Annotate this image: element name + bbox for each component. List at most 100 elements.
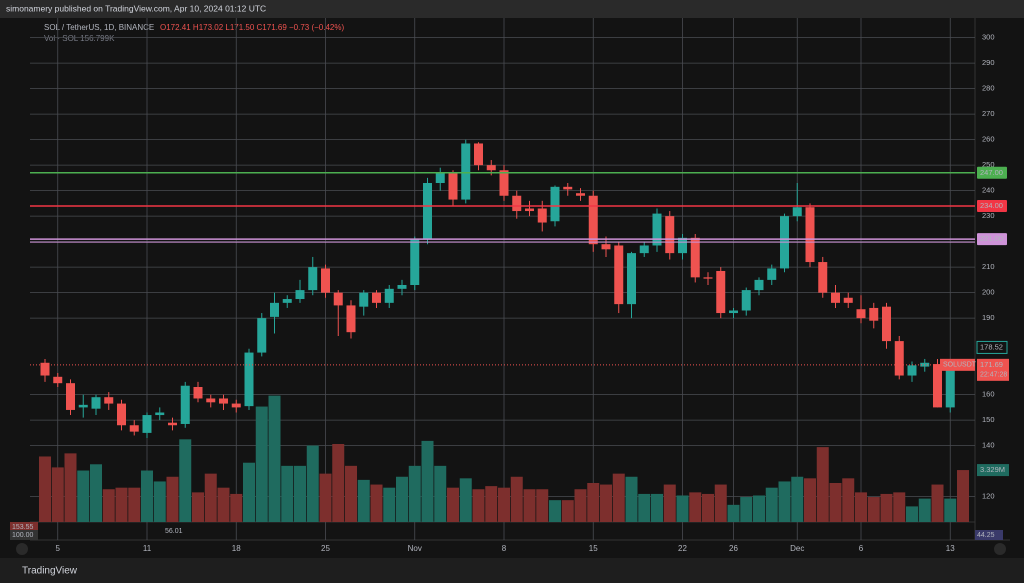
candle-body <box>461 143 471 200</box>
candle-body <box>193 387 203 399</box>
volume-bar <box>319 473 332 522</box>
volume-bar <box>166 476 179 522</box>
volume-bar <box>689 492 702 522</box>
candle-body <box>729 310 738 314</box>
level-label-box <box>977 199 1007 212</box>
symbol-box <box>940 358 975 371</box>
level-label: 247.00 <box>980 168 1003 177</box>
volume-bar <box>702 493 714 522</box>
volume-bar <box>855 492 867 522</box>
volume-bar <box>421 440 434 522</box>
x-tick-label: 6 <box>859 544 864 553</box>
volume-bar <box>268 395 281 522</box>
volume-bar <box>816 447 829 522</box>
candle-body <box>525 208 534 212</box>
volume-bar <box>434 465 447 522</box>
volume-bar <box>918 498 931 522</box>
volume-bar <box>536 489 549 522</box>
candle-body <box>678 237 687 254</box>
volume-bar <box>294 465 306 522</box>
volume-bar <box>408 465 421 522</box>
y-tick-label: 190 <box>982 313 995 322</box>
volume-bar <box>651 493 663 522</box>
x-tick-label: 22 <box>678 544 687 553</box>
candle-body <box>665 216 675 254</box>
volume-label-box <box>977 464 1009 477</box>
indicator-label-box <box>10 522 38 532</box>
candle-body <box>767 268 777 280</box>
marker-label: 178.52 <box>980 342 1003 351</box>
zoom-button[interactable] <box>16 543 28 555</box>
volume-bar <box>102 489 115 522</box>
candle-body <box>486 165 496 171</box>
volume-bar <box>281 465 294 522</box>
candle-body <box>104 397 114 404</box>
volume-bar <box>612 473 625 522</box>
brand: TradingView <box>22 566 78 577</box>
candle-body <box>423 183 432 240</box>
candle-body <box>372 292 381 303</box>
candle-body <box>627 253 636 305</box>
candle-body <box>155 412 165 416</box>
candle-body <box>537 208 547 223</box>
candle-body <box>601 244 611 250</box>
y-tick-label: 150 <box>982 415 995 424</box>
candle-body <box>359 292 369 307</box>
y-tick-label: 270 <box>982 109 995 118</box>
candle-body <box>563 186 573 190</box>
candle-body <box>384 288 394 303</box>
volume-bar <box>549 500 561 522</box>
last-price-box <box>977 358 1009 381</box>
candle-body <box>40 362 50 376</box>
y-tick-label: 290 <box>982 58 995 67</box>
candle-body <box>907 365 917 376</box>
volume-bar <box>370 484 383 522</box>
volume-bar <box>459 478 472 522</box>
candle-body <box>333 292 343 306</box>
candle-body <box>397 285 407 289</box>
top-bar <box>0 0 1024 18</box>
volume-bar <box>906 506 918 522</box>
volume-bar <box>115 487 128 522</box>
volume-bar <box>574 489 587 522</box>
indicator-label: 153.55 <box>12 524 34 531</box>
volume-bar <box>485 486 498 522</box>
volume-bar <box>676 495 689 522</box>
candle-body <box>66 383 75 410</box>
candle-body <box>117 403 126 426</box>
volume-bar <box>64 453 77 522</box>
countdown: 22:47:28 <box>980 372 1007 379</box>
candle-body <box>257 318 267 353</box>
candle-body <box>346 305 356 333</box>
chart-title: SOL / TetherUS, 1D, BINANCE <box>44 23 154 32</box>
last-price-label: 171.69 <box>980 360 1003 369</box>
volume-bar <box>243 462 255 522</box>
x-tick-label: 13 <box>946 544 955 553</box>
x-tick-label: 25 <box>321 544 330 553</box>
candle-body <box>741 290 751 311</box>
symbol-label: SOLUSDT <box>943 362 977 369</box>
volume-bar <box>153 481 166 522</box>
candle-body <box>843 297 853 303</box>
volume-bar <box>727 504 740 522</box>
x-tick-label: 5 <box>56 544 61 553</box>
volume-bar <box>842 478 855 522</box>
level-label: 221.00 <box>980 234 1003 243</box>
candle-body <box>869 307 879 321</box>
level-label: 234.00 <box>980 201 1003 210</box>
auto-scale-button[interactable] <box>994 543 1006 555</box>
candle-body <box>308 267 318 291</box>
candle-body <box>91 397 101 409</box>
candle-body <box>588 195 598 245</box>
volume-bar <box>957 470 969 522</box>
candle-body <box>550 186 560 222</box>
volume-bar <box>230 493 243 522</box>
volume-bar <box>39 456 51 522</box>
volume-bar <box>498 487 510 522</box>
volume-bar <box>714 484 727 522</box>
x-tick-label: Dec <box>790 544 804 553</box>
volume-bar <box>561 500 574 522</box>
candle-body <box>410 239 420 285</box>
candle-body <box>129 425 139 432</box>
x-tick-label: 15 <box>589 544 598 553</box>
